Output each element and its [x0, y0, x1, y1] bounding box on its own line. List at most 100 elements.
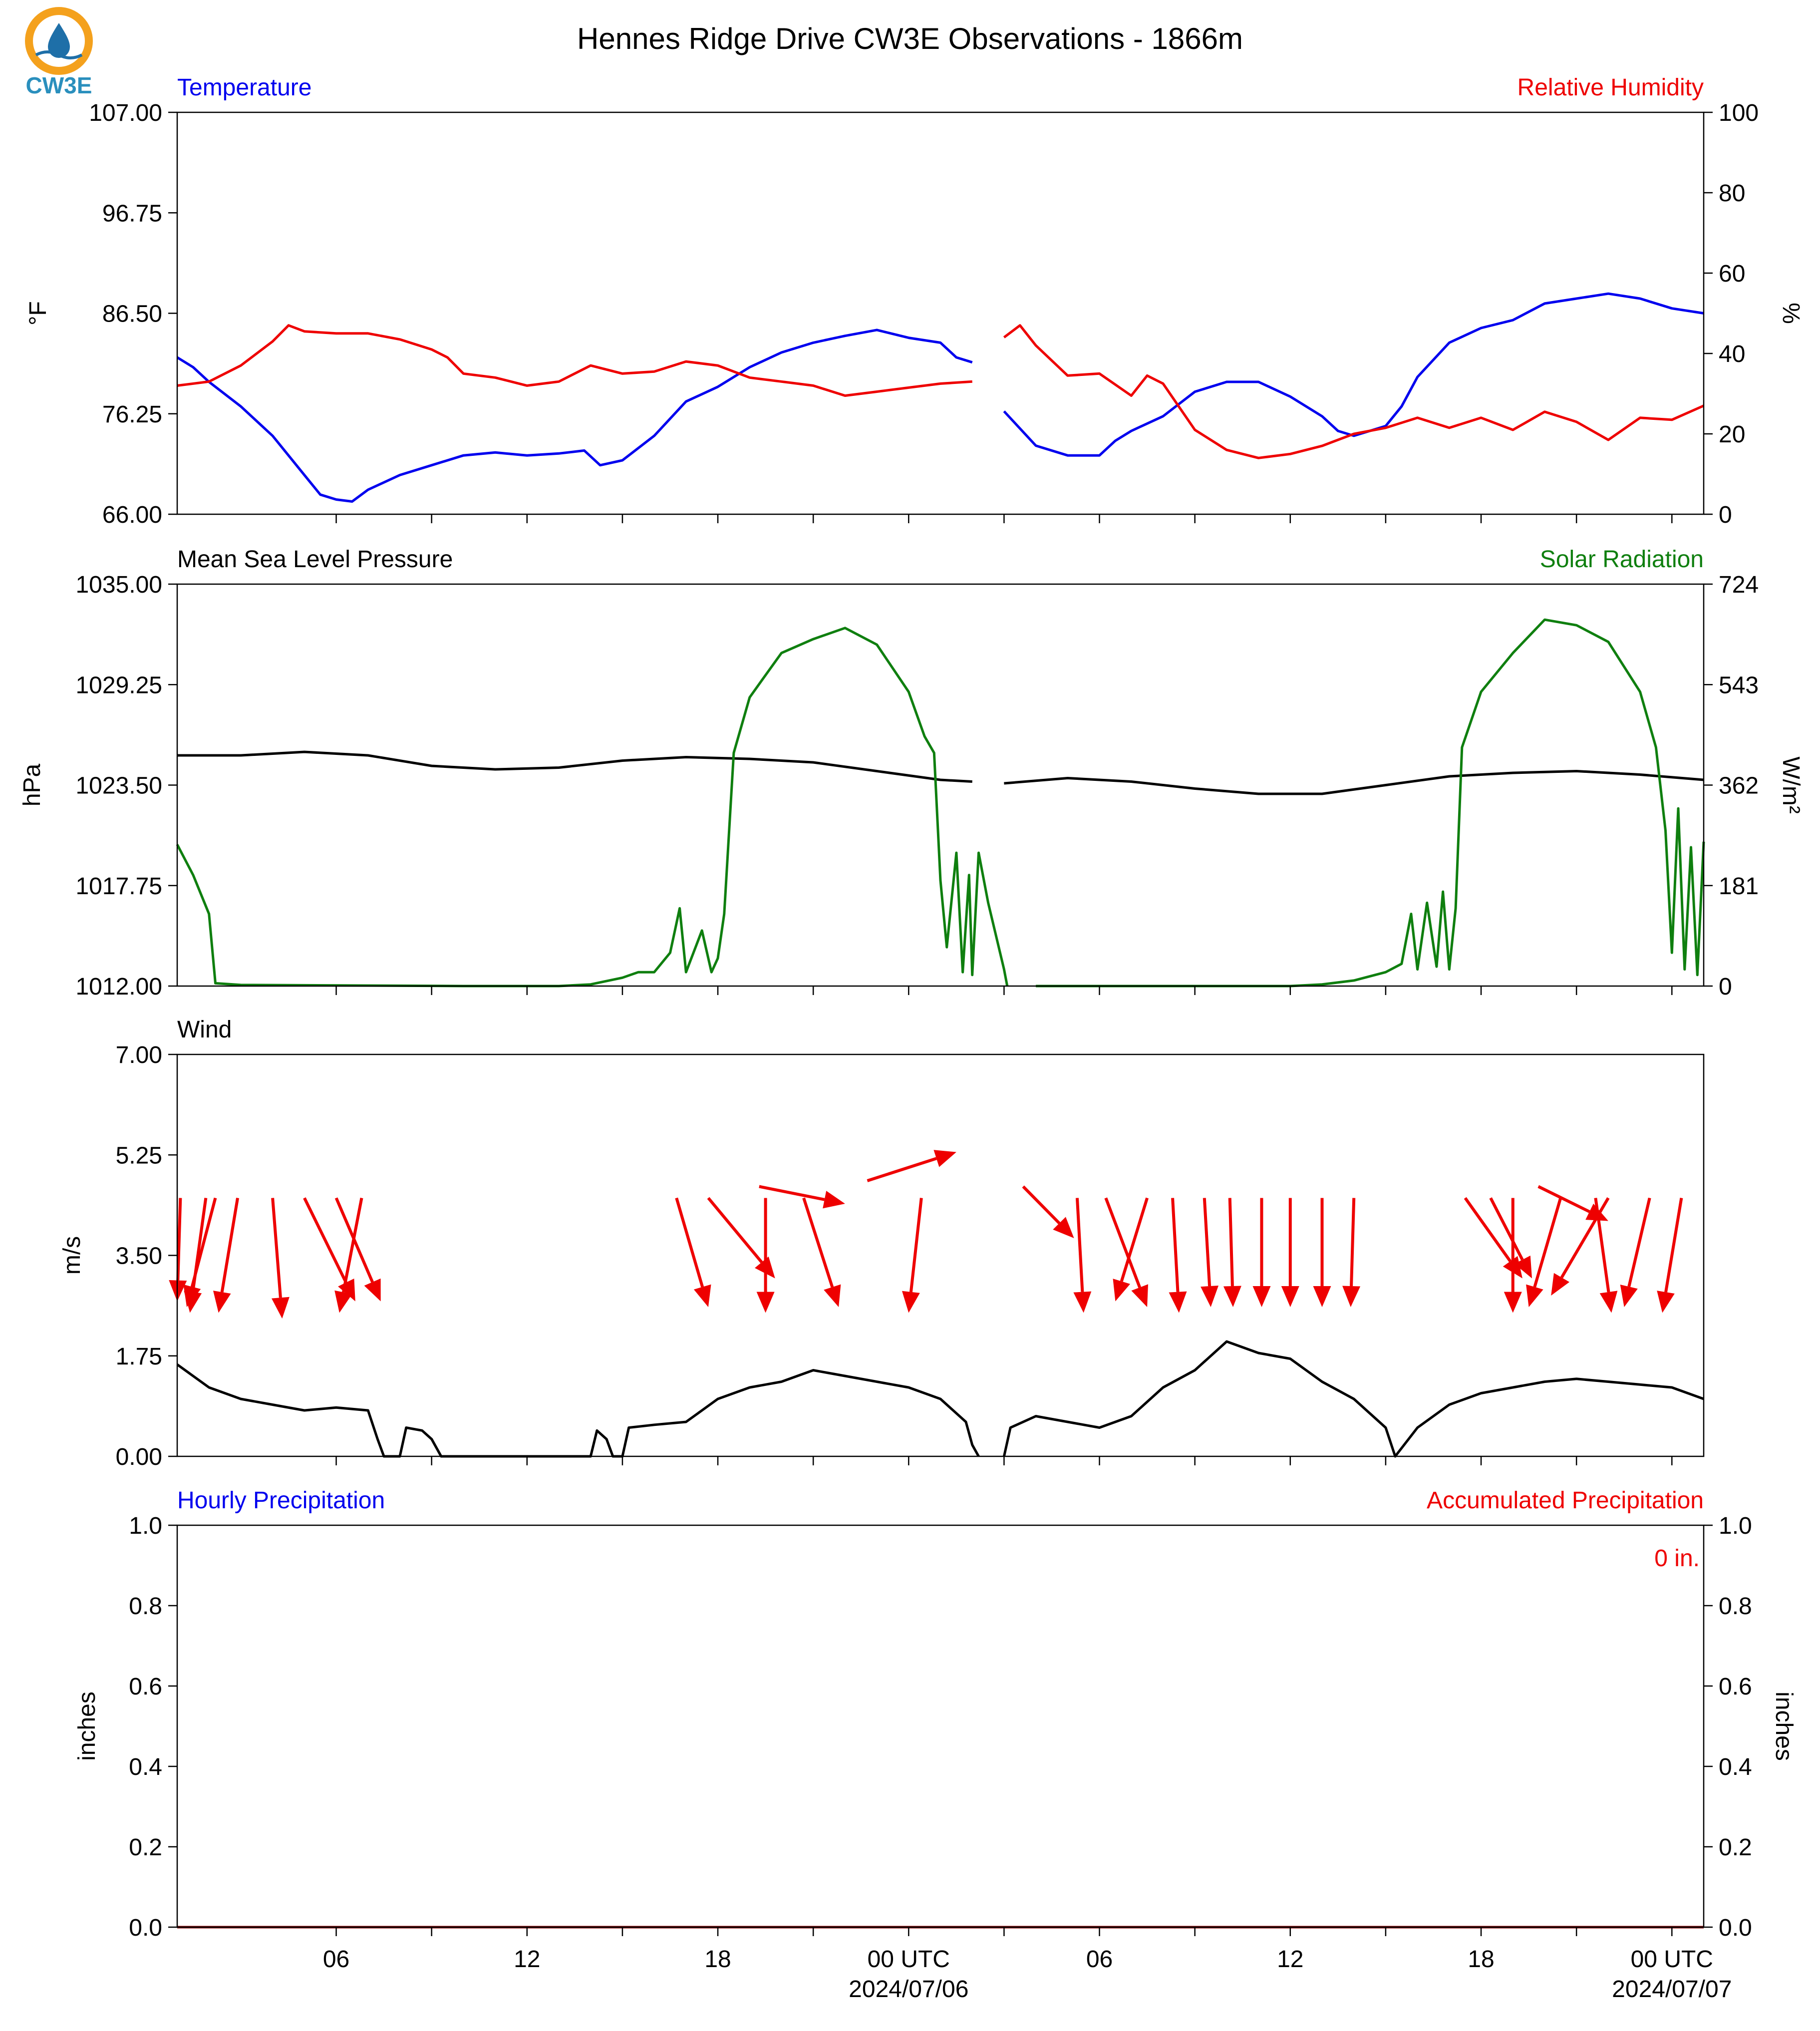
- wind-arrow-13: [759, 1185, 825, 1201]
- wind-arrow-head-16: [1053, 1217, 1074, 1238]
- y2-tick-label: 0.0: [1719, 1915, 1752, 1941]
- y2-tick-label: 100: [1719, 100, 1759, 126]
- wind-arrow-head-21: [1201, 1286, 1218, 1307]
- y2-tick-label: 40: [1719, 341, 1745, 367]
- logo-wave-icon: [35, 50, 83, 59]
- series-line-solar-radiation-2: [1036, 618, 1705, 988]
- y2-tick-label: 181: [1719, 873, 1759, 900]
- panel-3: 0.00 1.75 3.50 5.25 7.00 Wind m/s: [59, 1016, 1705, 1470]
- series-line-solar-radiation-1: [176, 627, 1009, 988]
- wind-arrow-8: [341, 1197, 363, 1293]
- panel-left-title: Hourly Precipitation: [177, 1487, 385, 1514]
- y-tick-label: 86.50: [102, 301, 162, 328]
- y2-axis-label: W/m²: [1778, 756, 1804, 814]
- y-tick-label: 66.00: [102, 502, 162, 528]
- y-tick-label: 1.0: [129, 1513, 162, 1539]
- y2-tick-label: 1.0: [1719, 1513, 1752, 1539]
- y-axis-label: inches: [74, 1692, 100, 1761]
- wind-arrow-6: [303, 1197, 347, 1284]
- y-axis-label: hPa: [19, 763, 45, 806]
- wind-arrow-head-3: [183, 1284, 201, 1307]
- y-tick-label: 96.75: [102, 200, 162, 227]
- wind-arrow-head-4: [213, 1291, 231, 1313]
- wind-arrow-head-24: [1281, 1286, 1299, 1307]
- y-tick-label: 0.0: [129, 1915, 162, 1941]
- logo-text: CW3E: [26, 72, 92, 98]
- series-line-relative-humidity-1: [177, 324, 972, 397]
- wind-arrow-3: [190, 1197, 217, 1288]
- y-tick-label: 1023.50: [75, 773, 162, 799]
- wind-arrow-head-7: [364, 1278, 381, 1302]
- wind-arrow-35: [1664, 1198, 1683, 1293]
- wind-arrow-head-32: [1551, 1273, 1569, 1296]
- y2-tick-label: 0: [1719, 502, 1732, 528]
- panel-right-title: Solar Radiation: [1540, 546, 1704, 573]
- series-line-mean-sea-level-pressure-1: [177, 750, 972, 783]
- panel-left-title: Wind: [177, 1016, 232, 1043]
- y-tick-label: 0.8: [129, 1593, 162, 1620]
- wind-arrow-28: [1489, 1197, 1524, 1261]
- x-tick-label: 00 UTC: [1631, 1946, 1713, 1973]
- panel-left-title: Mean Sea Level Pressure: [177, 546, 453, 573]
- y-tick-label: 1.75: [116, 1344, 162, 1370]
- y2-axis-label: %: [1778, 303, 1804, 324]
- x-tick-label: 18: [1468, 1946, 1494, 1973]
- wind-arrow-head-17: [1073, 1291, 1092, 1313]
- wind-arrow-head-31: [1526, 1284, 1543, 1307]
- wind-arrow-27: [1464, 1197, 1512, 1263]
- series-line-wind-2: [1002, 1340, 1704, 1458]
- wind-arrow-head-11: [756, 1292, 775, 1313]
- y-tick-label: 107.00: [89, 100, 162, 126]
- wind-arrow-head-34: [1620, 1285, 1638, 1307]
- y2-tick-label: 0.6: [1719, 1674, 1752, 1700]
- chart-panels: 66.00 76.25 86.50 96.75 107.00 0 20 40 60 80 100 Te…: [19, 74, 1804, 2003]
- y-tick-label: 76.25: [102, 401, 162, 428]
- wind-arrow-22: [1228, 1198, 1234, 1287]
- wind-arrow-14: [867, 1157, 937, 1182]
- wind-arrow-10: [707, 1197, 763, 1264]
- wind-arrow-head-13: [823, 1191, 845, 1209]
- wind-arrow-head-23: [1252, 1286, 1271, 1307]
- panel-right-title: Relative Humidity: [1517, 74, 1704, 101]
- wind-arrow-15: [909, 1198, 923, 1293]
- series-line-temperature-1: [176, 329, 973, 503]
- wind-arrow-head-22: [1223, 1286, 1241, 1307]
- wind-arrow-17: [1075, 1198, 1084, 1292]
- wind-arrow-30: [1537, 1185, 1590, 1213]
- y2-axis-label: inches: [1771, 1692, 1797, 1761]
- wind-arrow-19: [1120, 1197, 1149, 1282]
- wind-arrow-21: [1203, 1198, 1212, 1287]
- wind-arrow-20: [1171, 1198, 1180, 1292]
- series-line-wind-1: [176, 1363, 980, 1458]
- x-date-label: 2024/07/06: [849, 1976, 968, 2003]
- wind-arrow-head-14: [933, 1150, 956, 1167]
- wind-arrow-head-12: [824, 1284, 841, 1307]
- y-tick-label: 1012.00: [75, 974, 162, 1000]
- accumulated-total-label: 0 in.: [1654, 1545, 1700, 1572]
- cw3e-logo: CW3E: [25, 7, 93, 98]
- x-tick-label: 12: [1277, 1946, 1303, 1973]
- x-date-label: 2024/07/07: [1612, 1976, 1732, 2003]
- wind-arrow-head-8: [334, 1290, 352, 1313]
- y-tick-label: 1017.75: [75, 873, 162, 900]
- x-tick-label: 18: [704, 1946, 731, 1973]
- wind-arrow-head-1: [169, 1280, 187, 1302]
- wind-arrow-16: [1022, 1185, 1061, 1225]
- y-tick-label: 5.25: [116, 1142, 162, 1169]
- y-tick-label: 0.00: [116, 1444, 162, 1470]
- y2-tick-label: 60: [1719, 261, 1745, 287]
- logo-drop-icon: [48, 23, 70, 58]
- y2-tick-label: 724: [1719, 572, 1759, 598]
- y-tick-label: 1029.25: [75, 672, 162, 698]
- y2-tick-label: 0.2: [1719, 1834, 1752, 1861]
- y2-tick-label: 362: [1719, 773, 1759, 799]
- wind-arrow-32: [1560, 1197, 1610, 1279]
- y-tick-label: 3.50: [116, 1243, 162, 1270]
- panel-frame: [176, 1524, 1705, 1928]
- panel-1: 66.00 76.25 86.50 96.75 107.00 0 20 40 60 80 100 Te…: [25, 74, 1804, 528]
- wind-arrow-head-33: [1599, 1291, 1618, 1313]
- y-tick-label: 0.2: [129, 1834, 162, 1861]
- x-tick-label: 06: [1086, 1946, 1113, 1973]
- wind-arrow-head-20: [1169, 1291, 1187, 1313]
